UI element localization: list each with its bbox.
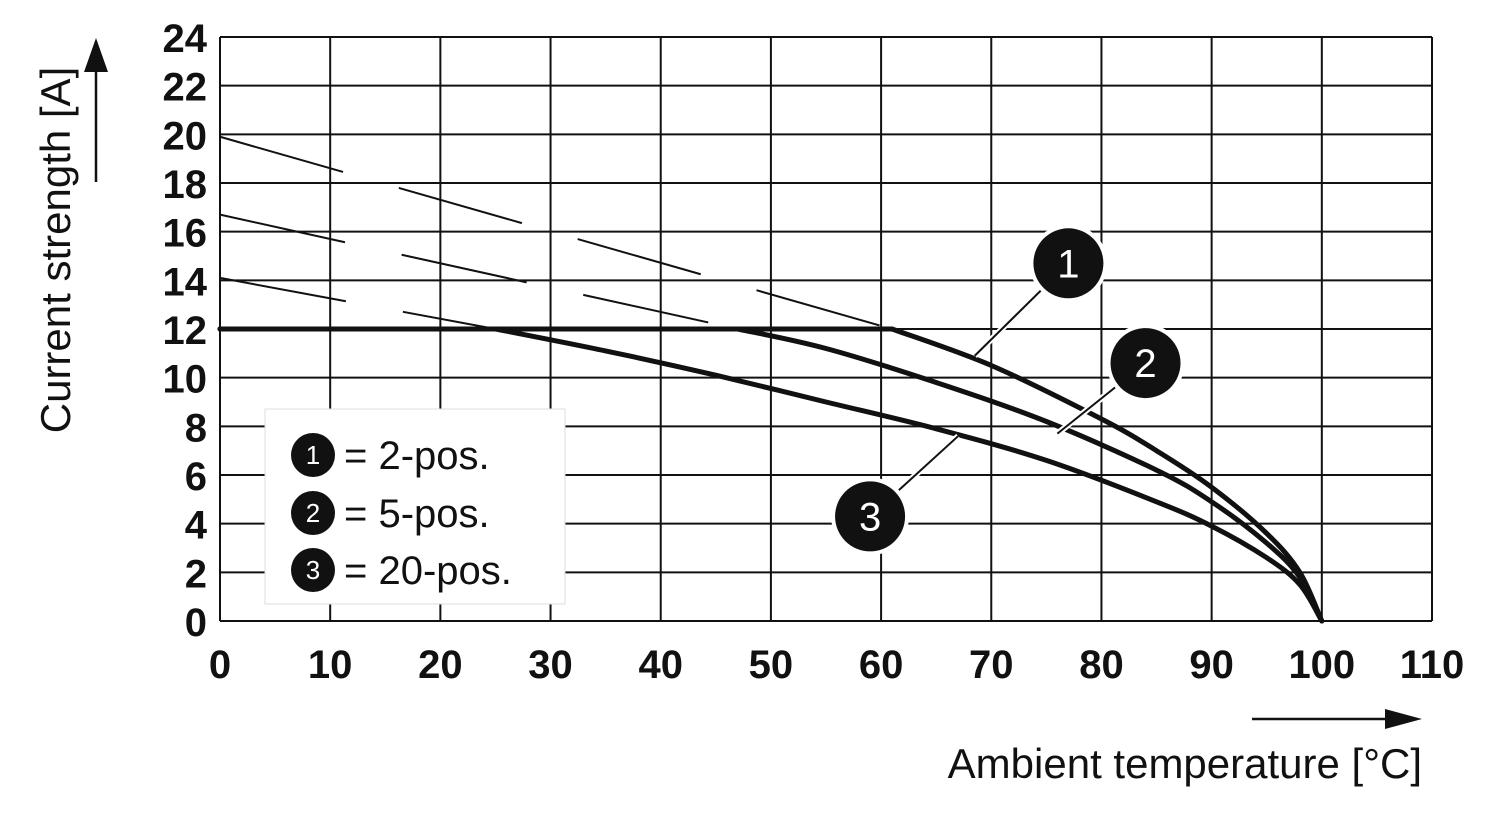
y-tick-label: 12 xyxy=(163,309,208,353)
callout-badge-label: 3 xyxy=(859,495,881,539)
y-axis-title-group: Current strength [A] xyxy=(32,38,108,433)
legend-badge-label: 2 xyxy=(306,498,320,528)
y-tick-label: 4 xyxy=(185,504,208,548)
callout-badge xyxy=(1033,228,1104,299)
legend-badge xyxy=(291,433,335,477)
x-axis-title: Ambient temperature [°C] xyxy=(948,740,1422,787)
y-tick-label: 6 xyxy=(185,455,207,499)
y-tick-label: 14 xyxy=(163,260,208,304)
legend-entry: 3 = 20-pos. xyxy=(291,548,512,593)
x-tick-label: 100 xyxy=(1288,643,1355,687)
series-line-2 xyxy=(735,326,1325,624)
y-tick-label: 2 xyxy=(185,552,207,596)
x-tick-label: 60 xyxy=(859,643,904,687)
legend-badge xyxy=(291,491,335,535)
x-tick-label: 50 xyxy=(749,643,794,687)
x-tick-label: 70 xyxy=(969,643,1014,687)
grid xyxy=(219,36,1433,622)
callout-1: 1 xyxy=(972,224,1108,358)
x-tick-label: 110 xyxy=(1400,643,1465,687)
callout-badge-label: 2 xyxy=(1134,342,1156,386)
extrapolation-line-3 xyxy=(219,276,496,330)
x-tick-label: 0 xyxy=(209,643,231,687)
x-tick-label: 90 xyxy=(1189,643,1234,687)
x-axis-arrow-head xyxy=(1385,709,1422,729)
x-tick-label: 80 xyxy=(1079,643,1124,687)
legend-entry: 1 = 2-pos. xyxy=(291,433,490,478)
y-tick-label: 10 xyxy=(163,358,208,402)
series-line-1 xyxy=(889,326,1325,624)
x-tick-label: 10 xyxy=(308,643,353,687)
extrapolation-lines xyxy=(219,135,893,330)
y-tick-label: 22 xyxy=(163,66,208,110)
callouts: 1 2 3 xyxy=(831,224,1185,556)
tick-labels: 0 10 20 30 40 50 60 70 80 90 100 110024681012141618… xyxy=(163,17,1465,687)
y-tick-label: 24 xyxy=(163,17,208,61)
legend-badge-label: 3 xyxy=(306,555,320,585)
callout-badge xyxy=(1110,328,1181,399)
x-tick-label: 40 xyxy=(638,643,683,687)
callout-badge xyxy=(835,481,906,552)
series-line-3 xyxy=(493,326,1325,624)
x-tick-label: 20 xyxy=(418,643,463,687)
y-tick-label: 0 xyxy=(185,601,207,645)
legend-label: = 2-pos. xyxy=(344,434,490,478)
legend-label: = 20-pos. xyxy=(344,549,512,593)
legend-badge-label: 1 xyxy=(306,440,320,470)
extrapolation-line-1 xyxy=(219,135,893,330)
y-tick-label: 8 xyxy=(185,406,207,450)
y-tick-label: 20 xyxy=(163,114,208,158)
y-axis-title: Current strength [A] xyxy=(32,67,79,434)
y-tick-label: 18 xyxy=(163,163,208,207)
y-tick-label: 16 xyxy=(163,212,208,256)
y-axis-arrow-head xyxy=(84,38,108,72)
x-axis-title-group: Ambient temperature [°C] xyxy=(948,709,1422,787)
legend-label: = 5-pos. xyxy=(344,492,490,536)
legend: 1 = 2-pos. 2 = 5-pos. 3 = 20-pos. xyxy=(264,408,566,605)
legend-entry: 2 = 5-pos. xyxy=(291,491,490,536)
legend-badge xyxy=(291,548,335,592)
series-lines xyxy=(217,326,1325,624)
callout-3: 3 xyxy=(831,433,961,556)
x-tick-label: 30 xyxy=(528,643,573,687)
callout-badge-label: 1 xyxy=(1057,242,1079,286)
extrapolation-line-2 xyxy=(219,213,739,330)
callout-2: 2 xyxy=(1055,324,1185,436)
